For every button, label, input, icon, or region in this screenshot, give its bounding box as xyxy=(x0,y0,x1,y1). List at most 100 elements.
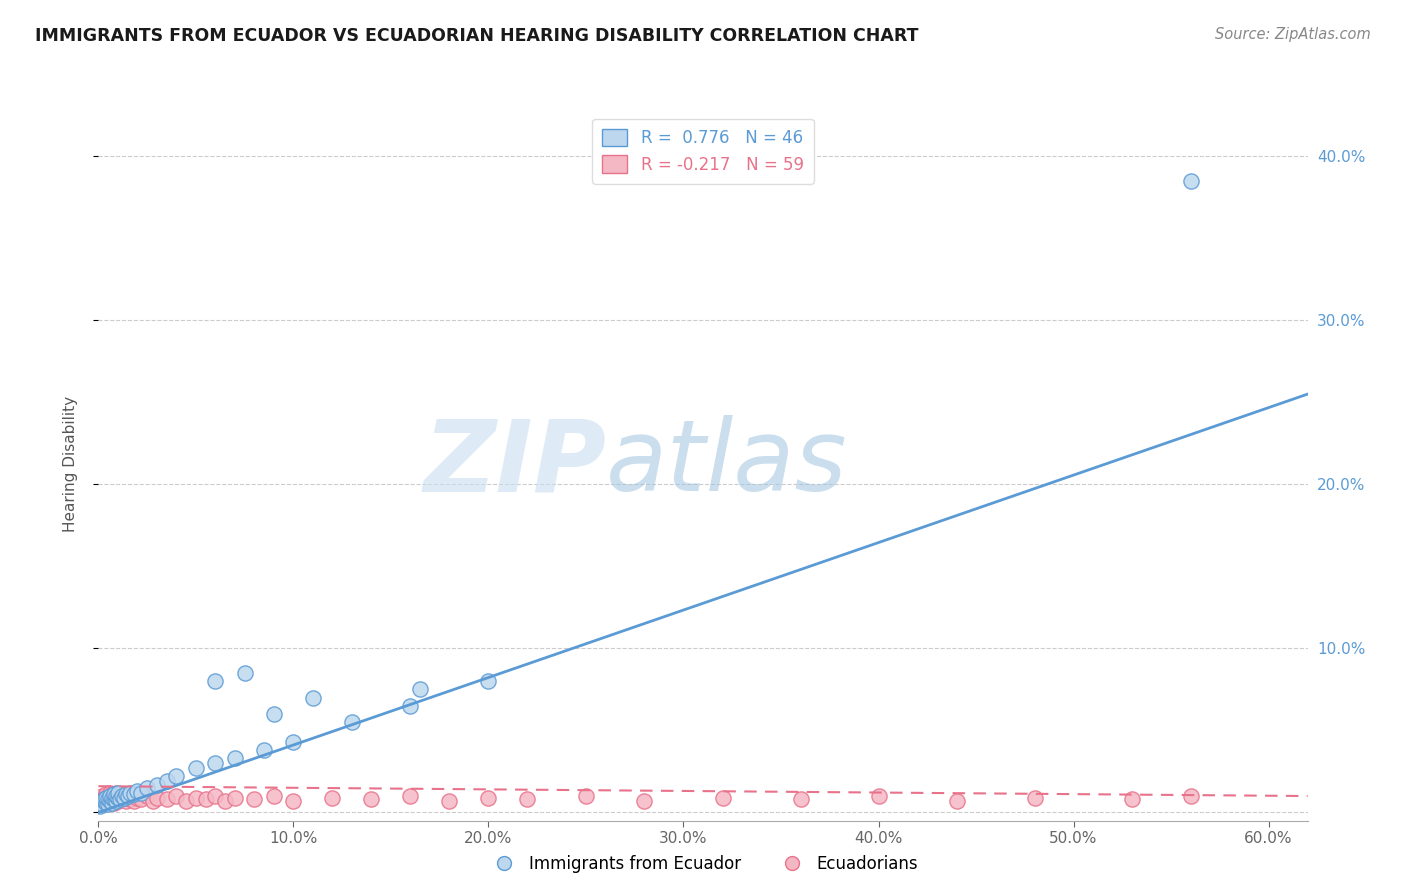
Point xyxy=(302,690,325,705)
Point xyxy=(91,796,114,810)
Point xyxy=(146,778,169,792)
Point xyxy=(1024,790,1046,805)
Point xyxy=(224,751,246,765)
Point xyxy=(233,665,256,680)
Point xyxy=(263,789,285,803)
Point xyxy=(204,674,226,689)
Point xyxy=(204,789,226,803)
Point xyxy=(91,797,114,812)
Point xyxy=(91,796,114,810)
Point xyxy=(136,780,159,795)
Point xyxy=(477,674,499,689)
Point xyxy=(146,790,169,805)
Point xyxy=(575,789,598,803)
Point xyxy=(633,794,655,808)
Point xyxy=(477,790,499,805)
Point xyxy=(184,790,207,805)
Point xyxy=(194,792,217,806)
Point xyxy=(89,792,111,806)
Point xyxy=(97,796,120,810)
Point xyxy=(165,769,187,783)
Point xyxy=(103,792,125,806)
Point xyxy=(107,786,129,800)
Point xyxy=(156,792,179,806)
Point xyxy=(399,698,422,713)
Legend: Immigrants from Ecuador, Ecuadorians: Immigrants from Ecuador, Ecuadorians xyxy=(481,848,925,880)
Point xyxy=(283,735,305,749)
Point xyxy=(112,790,135,805)
Point xyxy=(121,789,143,803)
Point xyxy=(156,774,179,789)
Point xyxy=(101,796,124,810)
Point xyxy=(136,789,159,803)
Point xyxy=(224,790,246,805)
Point xyxy=(96,788,118,802)
Point xyxy=(97,792,120,806)
Point xyxy=(101,794,124,808)
Point xyxy=(165,789,187,803)
Point xyxy=(253,743,276,757)
Point xyxy=(127,790,149,805)
Point xyxy=(89,798,111,813)
Point xyxy=(96,790,118,805)
Point xyxy=(868,789,890,803)
Legend: R =  0.776   N = 46, R = -0.217   N = 59: R = 0.776 N = 46, R = -0.217 N = 59 xyxy=(592,119,814,184)
Point xyxy=(107,790,129,805)
Point xyxy=(439,794,461,808)
Point xyxy=(283,794,305,808)
Point xyxy=(103,789,125,803)
Point xyxy=(214,794,236,808)
Point xyxy=(114,794,136,808)
Point xyxy=(789,792,811,806)
Point xyxy=(91,789,114,803)
Point xyxy=(108,790,131,805)
Point xyxy=(108,792,131,806)
Point xyxy=(112,789,135,803)
Point xyxy=(340,715,363,730)
Point xyxy=(117,789,139,803)
Point xyxy=(98,789,121,803)
Point xyxy=(104,794,127,808)
Text: atlas: atlas xyxy=(606,416,848,512)
Point xyxy=(97,797,120,812)
Point xyxy=(1180,174,1202,188)
Point xyxy=(131,786,153,800)
Point xyxy=(243,792,266,806)
Point xyxy=(360,792,382,806)
Point xyxy=(104,786,127,800)
Point xyxy=(101,788,124,802)
Y-axis label: Hearing Disability: Hearing Disability xyxy=(63,396,77,532)
Text: IMMIGRANTS FROM ECUADOR VS ECUADORIAN HEARING DISABILITY CORRELATION CHART: IMMIGRANTS FROM ECUADOR VS ECUADORIAN HE… xyxy=(35,27,918,45)
Point xyxy=(131,792,153,806)
Point xyxy=(263,706,285,721)
Point xyxy=(1121,792,1143,806)
Point xyxy=(98,794,121,808)
Point xyxy=(89,797,111,812)
Point xyxy=(321,790,343,805)
Point xyxy=(98,792,121,806)
Point xyxy=(96,796,118,810)
Point xyxy=(98,786,121,800)
Point xyxy=(111,792,134,806)
Point xyxy=(93,794,115,808)
Point xyxy=(114,788,136,802)
Point xyxy=(103,796,125,810)
Point xyxy=(204,756,226,771)
Point xyxy=(111,789,134,803)
Point xyxy=(516,792,538,806)
Point xyxy=(118,792,141,806)
Point xyxy=(399,789,422,803)
Point xyxy=(118,786,141,800)
Point xyxy=(711,790,734,805)
Point xyxy=(122,788,145,802)
Point xyxy=(127,784,149,798)
Text: Source: ZipAtlas.com: Source: ZipAtlas.com xyxy=(1215,27,1371,42)
Point xyxy=(409,682,432,697)
Point xyxy=(96,794,118,808)
Point xyxy=(93,790,115,805)
Point xyxy=(107,788,129,802)
Point xyxy=(107,794,129,808)
Point xyxy=(97,789,120,803)
Point xyxy=(104,789,127,803)
Point xyxy=(184,761,207,775)
